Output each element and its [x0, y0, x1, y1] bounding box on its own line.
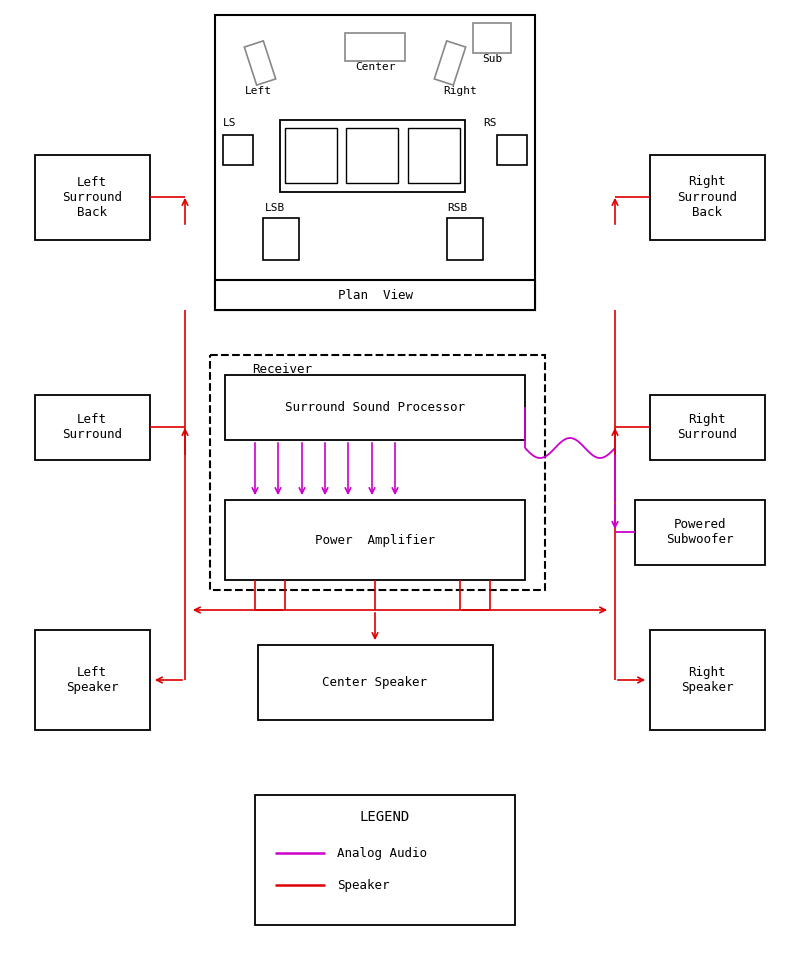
Bar: [650, 155, 765, 240]
Text: Power  Amplifier: Power Amplifier: [315, 533, 435, 547]
Text: Speaker: Speaker: [66, 681, 118, 694]
Text: Left: Left: [77, 666, 107, 679]
Text: Back: Back: [77, 206, 107, 219]
Bar: [650, 395, 765, 460]
Text: Right: Right: [688, 413, 726, 426]
Bar: [497, 135, 527, 165]
Text: Center: Center: [354, 62, 395, 72]
Text: Right: Right: [688, 666, 726, 679]
Text: Right: Right: [688, 175, 726, 188]
Text: LSB: LSB: [265, 203, 285, 213]
Text: Center Speaker: Center Speaker: [322, 675, 427, 689]
Bar: [35, 630, 150, 730]
Text: Receiver: Receiver: [252, 363, 312, 375]
Bar: [35, 155, 150, 240]
Text: Left: Left: [77, 175, 107, 188]
Text: Surround: Surround: [677, 428, 737, 441]
Text: Surround: Surround: [62, 428, 122, 441]
Bar: [258, 645, 493, 720]
Bar: [346, 128, 398, 183]
Text: Subwoofer: Subwoofer: [666, 533, 734, 546]
Bar: [244, 41, 276, 85]
Text: RSB: RSB: [447, 203, 467, 213]
Bar: [408, 128, 460, 183]
Bar: [255, 795, 515, 925]
Text: Left: Left: [245, 86, 271, 96]
Bar: [215, 15, 535, 310]
Bar: [225, 375, 525, 440]
Bar: [473, 23, 511, 53]
Bar: [223, 135, 253, 165]
Bar: [635, 500, 765, 565]
Bar: [447, 218, 483, 260]
Bar: [285, 128, 337, 183]
Text: LEGEND: LEGEND: [360, 810, 410, 824]
Text: Speaker: Speaker: [681, 681, 734, 694]
Bar: [215, 280, 535, 310]
Text: Surround Sound Processor: Surround Sound Processor: [285, 401, 465, 414]
Bar: [434, 41, 466, 85]
Bar: [263, 218, 299, 260]
Text: LS: LS: [223, 118, 237, 128]
Text: Powered: Powered: [674, 518, 726, 531]
Bar: [345, 33, 405, 61]
Text: Speaker: Speaker: [337, 878, 390, 892]
Text: Surround: Surround: [62, 190, 122, 204]
Text: Right: Right: [443, 86, 477, 96]
Bar: [280, 120, 465, 192]
Text: RS: RS: [483, 118, 497, 128]
Bar: [225, 500, 525, 580]
Text: Back: Back: [692, 206, 722, 219]
Bar: [210, 355, 545, 590]
Text: Surround: Surround: [677, 190, 737, 204]
Bar: [35, 395, 150, 460]
Bar: [650, 630, 765, 730]
Text: Left: Left: [77, 413, 107, 426]
Text: Sub: Sub: [482, 54, 502, 64]
Text: Analog Audio: Analog Audio: [337, 847, 427, 859]
Text: Plan  View: Plan View: [338, 288, 413, 302]
